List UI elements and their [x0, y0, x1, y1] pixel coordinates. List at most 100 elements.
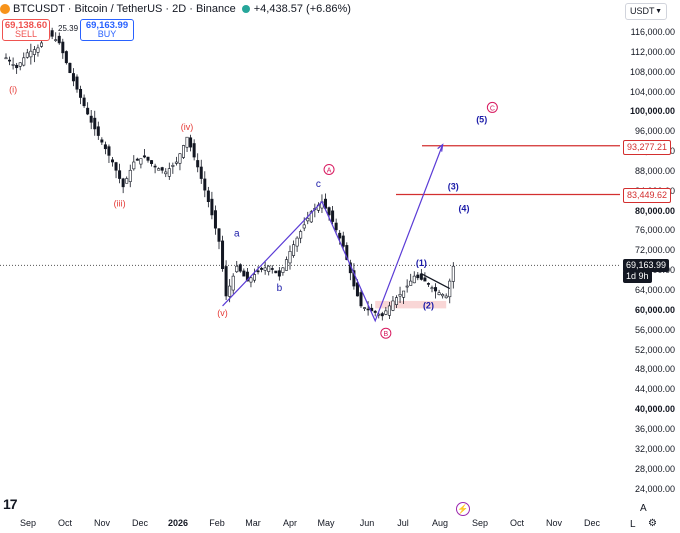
candle-body	[338, 232, 342, 239]
candle-body	[68, 62, 72, 73]
candle-body	[295, 237, 299, 247]
wave-label: (1)	[416, 258, 427, 268]
price-tick-label: 60,000.00	[634, 304, 675, 315]
candle-body	[210, 198, 214, 216]
candle-body	[359, 292, 363, 307]
candle-body	[171, 165, 175, 167]
symbol-title[interactable]: BTCUSDT · Bitcoin / TetherUS · 2D · Bina…	[13, 3, 236, 15]
time-tick-label: Oct	[57, 518, 73, 528]
candle-body	[189, 137, 193, 148]
candle-body	[54, 39, 58, 41]
candle-body	[213, 210, 217, 229]
time-tick-label: Jun	[359, 518, 375, 528]
candle-body	[82, 97, 86, 107]
candle-body	[306, 217, 310, 222]
candle-body	[103, 144, 107, 150]
price-tick-label: 32,000.00	[634, 443, 675, 454]
time-tick-label: Nov	[93, 518, 111, 528]
candle-body	[228, 285, 232, 297]
candle-body	[373, 310, 377, 313]
candle-body	[409, 280, 413, 286]
candle-body	[380, 313, 384, 317]
wave-label: (5)	[476, 114, 487, 124]
candle-body	[245, 271, 249, 282]
time-tick-label: Feb	[209, 518, 225, 528]
candle-body	[327, 207, 331, 216]
candle-body	[391, 300, 395, 311]
tradingview-logo[interactable]: 17	[3, 496, 18, 512]
time-tick-label: Nov	[545, 518, 563, 528]
elliott-projection-line	[222, 144, 444, 323]
candle-body	[153, 165, 157, 168]
candle-body	[331, 210, 335, 222]
log-scale-button[interactable]: L	[630, 519, 636, 530]
wave-label: (v)	[217, 308, 228, 318]
price-tick-label: 56,000.00	[634, 324, 675, 335]
candle-body	[25, 52, 29, 58]
circle-wave-marker	[486, 101, 498, 113]
price-axis[interactable]: 116,000.00 112,000.00 108,000.00 104,000.00…	[620, 0, 680, 515]
time-tick-label: Oct	[509, 518, 525, 528]
current-price-tag: 69,163.99	[623, 259, 670, 272]
price-tick-label: 80,000.00	[634, 205, 675, 216]
auto-scale-button[interactable]: A	[640, 503, 647, 514]
candle-body	[174, 161, 178, 164]
candle-body	[11, 64, 15, 66]
candle-body	[199, 166, 203, 179]
chart-area[interactable]: (i) (iii) (iv) (v) a b c (1) (2) (3) (4) (5) A B C BTC…	[0, 0, 620, 515]
price-tick-label: 48,000.00	[634, 364, 675, 375]
candle-body	[160, 167, 164, 171]
candle-body	[8, 59, 12, 62]
candle-body	[384, 310, 388, 315]
candle-body	[430, 287, 434, 290]
wave-label: (iii)	[114, 199, 126, 209]
chart-settings-icon[interactable]: ⚙	[648, 518, 657, 529]
time-tick-label: Dec	[583, 518, 601, 528]
candle-body	[341, 235, 345, 247]
price-tick-label: 104,000.00	[629, 86, 675, 97]
candle-body	[366, 308, 370, 311]
lightning-icon[interactable]: ⚡	[456, 502, 470, 516]
time-axis[interactable]: Sep Oct Nov Dec 2026 Feb Mar Apr May Jun Jul Aug Sep…	[0, 515, 620, 533]
candle-body	[203, 178, 207, 191]
candle-body	[256, 270, 260, 273]
spread-value: 25.39	[58, 24, 79, 33]
price-tick-label: 52,000.00	[634, 344, 675, 355]
candle-body	[206, 190, 210, 203]
wave-label: c	[316, 179, 321, 190]
candle-body	[270, 268, 274, 270]
candle-body	[309, 211, 313, 223]
candle-body	[125, 178, 129, 184]
candle-body	[15, 64, 19, 69]
candle-body	[93, 117, 97, 130]
circle-wave-label: B	[384, 331, 389, 338]
candle-body	[355, 282, 359, 297]
buy-button[interactable]: 69,163.99 BUY	[80, 19, 134, 41]
candle-body	[231, 275, 235, 291]
candle-body	[36, 47, 40, 53]
candle-body	[111, 159, 115, 163]
sell-button[interactable]: 69,138.60 SELL	[2, 19, 50, 41]
candle-body	[434, 287, 438, 292]
price-chart[interactable]: (i) (iii) (iv) (v) a b c (1) (2) (3) (4) (5) A B C	[0, 0, 620, 515]
candle-body	[416, 274, 420, 279]
candle-body	[217, 228, 221, 242]
candle-body	[277, 270, 281, 277]
price-tick-label: 108,000.00	[629, 66, 675, 77]
price-tick-label: 24,000.00	[634, 483, 675, 494]
candle-body	[178, 153, 182, 164]
candle-body	[394, 297, 398, 305]
price-tick-label: 88,000.00	[634, 165, 675, 176]
candle-body	[39, 42, 43, 47]
candle-body	[89, 115, 93, 123]
candle-body	[196, 160, 200, 168]
candle-body	[412, 275, 416, 284]
time-tick-label: 2026	[167, 518, 189, 528]
currency-selector[interactable]: USDT ▼	[625, 3, 667, 20]
candle-body	[18, 62, 22, 67]
candle-body	[398, 294, 402, 297]
candle-body	[146, 156, 150, 161]
candle-body	[100, 139, 104, 143]
candle-body	[75, 76, 79, 90]
candle-body	[221, 240, 225, 269]
